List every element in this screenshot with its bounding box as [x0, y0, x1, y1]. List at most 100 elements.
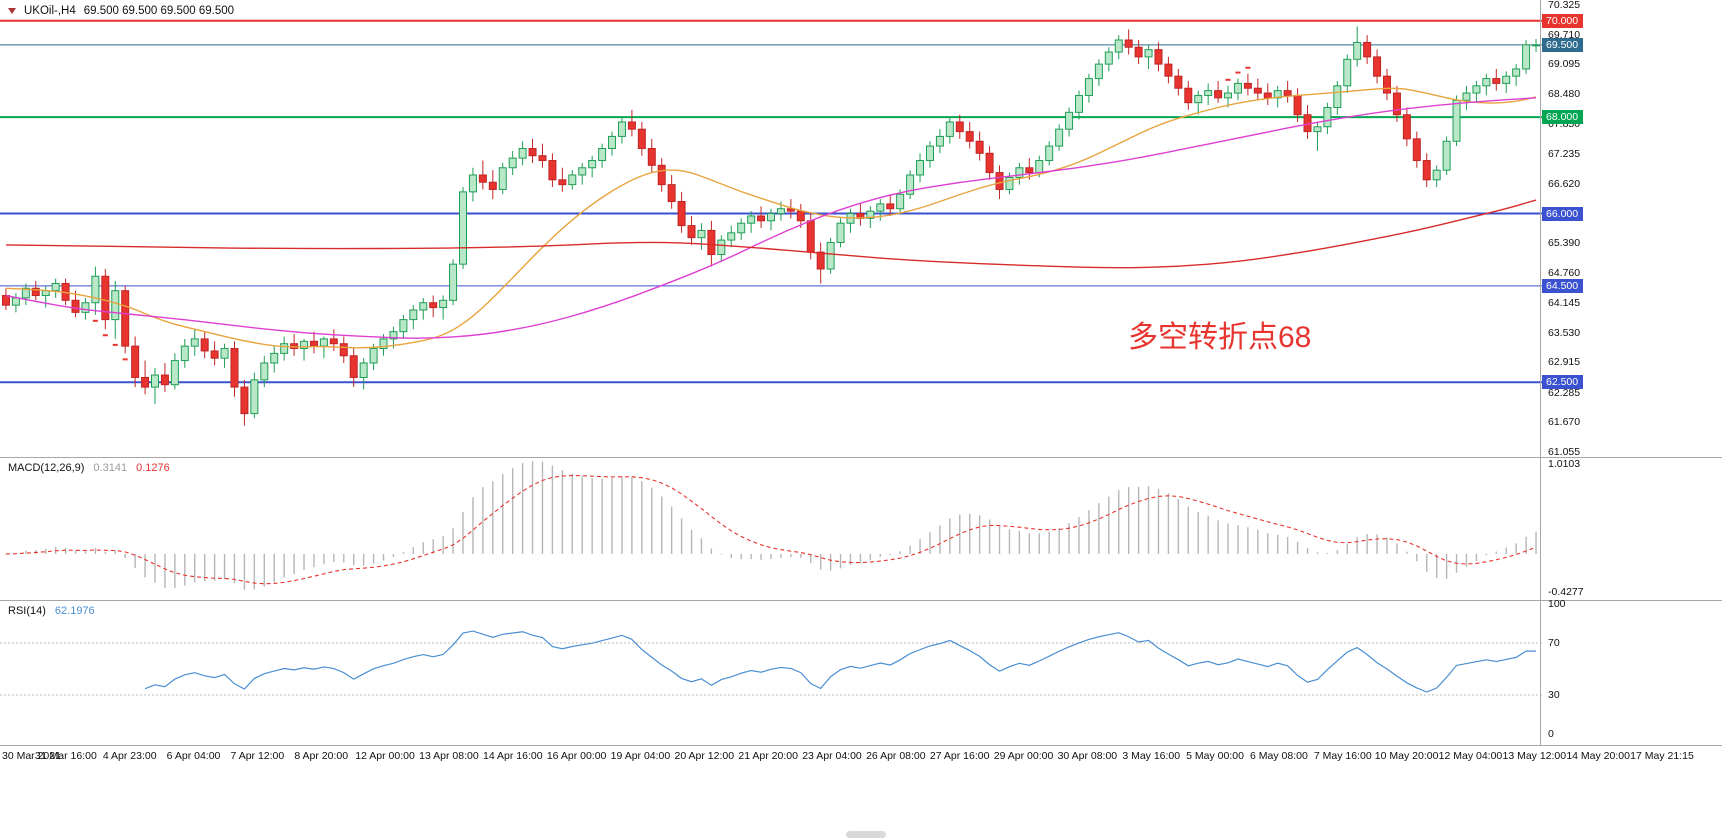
candle-body — [1432, 169, 1441, 181]
time-label: 30 Mar 2021 — [2, 750, 61, 762]
candle-body — [1402, 114, 1411, 140]
candle-body — [826, 241, 835, 270]
rsi-line — [144, 630, 1537, 693]
candle-body — [1343, 58, 1352, 87]
candle-body — [945, 121, 954, 137]
candle-body — [200, 338, 209, 352]
candle-body — [1, 295, 10, 306]
candle-body — [1114, 39, 1123, 53]
candle-body — [995, 172, 1004, 190]
price-tick: 67.235 — [1548, 148, 1581, 161]
horizontal-scrollbar-thumb[interactable] — [846, 831, 886, 838]
candle-body — [1094, 63, 1103, 80]
price-tick: 69.095 — [1548, 58, 1581, 71]
rsi-panel-canvas[interactable] — [0, 601, 1543, 745]
candle-body — [240, 386, 249, 415]
candle-body — [1174, 75, 1183, 89]
candle-body — [1323, 107, 1332, 128]
candle-body — [71, 299, 80, 313]
macd-main-value: 0.3141 — [93, 462, 128, 474]
candle-body — [51, 282, 60, 292]
panel-separator — [0, 745, 1722, 746]
candle-body — [965, 131, 974, 142]
candle-body — [1502, 75, 1511, 84]
candle-body — [1482, 78, 1491, 87]
time-axis[interactable]: 30 Mar 2021 31 Mar 16:00 4 Apr 23:00 6 Apr … — [0, 746, 1722, 768]
time-label: 13 May 12:00 — [1502, 750, 1567, 762]
candle-body — [776, 208, 785, 215]
candle-body — [121, 290, 130, 347]
time-label: 21 Apr 20:00 — [738, 750, 798, 762]
candle-body — [538, 155, 547, 162]
candle-body — [1224, 92, 1233, 99]
candle-body — [379, 338, 388, 350]
candle-body — [1144, 49, 1153, 58]
candle-body — [647, 147, 656, 166]
candle-body — [210, 350, 219, 359]
time-label: 29 Apr 00:00 — [993, 750, 1054, 762]
candle-body — [1124, 39, 1133, 48]
candle-body — [1373, 56, 1382, 77]
candle-body — [270, 352, 279, 364]
candle-body — [1492, 78, 1501, 84]
price-tick: 64.760 — [1548, 267, 1581, 280]
candle-body — [1015, 167, 1024, 178]
candle-body — [1075, 94, 1083, 113]
candle-body — [975, 140, 984, 154]
candle-body — [677, 201, 686, 227]
candle-body — [767, 213, 775, 222]
candle-body — [1512, 68, 1521, 77]
macd-panel-canvas[interactable] — [0, 458, 1543, 600]
candle-body — [1392, 92, 1401, 116]
chart-annotation-text[interactable]: 多空转折点68 — [1128, 321, 1312, 354]
candle-body — [1522, 44, 1531, 70]
time-label: 3 May 16:00 — [1122, 750, 1181, 762]
candle-body — [1084, 78, 1093, 96]
candle-body — [1353, 41, 1362, 60]
candle-body — [81, 302, 90, 313]
candle-body — [409, 309, 418, 321]
candle-body — [757, 215, 766, 222]
candle-body — [876, 203, 885, 212]
candle-body — [449, 263, 458, 301]
candle-body — [786, 208, 795, 212]
price-tick: 69.710 — [1548, 28, 1581, 41]
price-badge: 66.000 — [1542, 206, 1584, 221]
candle-body — [896, 193, 905, 210]
time-label: 12 Apr 00:00 — [355, 750, 415, 762]
candle-body — [101, 275, 110, 321]
candle-body — [339, 343, 348, 357]
candle-body — [1532, 44, 1541, 47]
price-chart-canvas[interactable] — [0, 0, 1543, 457]
macd-axis-max: 1.0103 — [1548, 458, 1581, 470]
time-label: 31 Mar 16:00 — [34, 750, 97, 762]
candle-body — [478, 174, 487, 183]
candle-body — [1263, 92, 1272, 99]
candle-body — [41, 290, 50, 297]
price-tick: 61.055 — [1548, 445, 1581, 458]
panel-separator[interactable] — [0, 600, 1722, 601]
candle-body — [419, 302, 428, 311]
time-label: 19 Apr 04:00 — [610, 750, 671, 762]
time-label: 13 Apr 08:00 — [419, 750, 479, 762]
candle-body — [1214, 90, 1223, 99]
panel-separator[interactable] — [0, 457, 1722, 458]
candle-body — [319, 338, 328, 347]
price-tick: 70.325 — [1548, 0, 1581, 12]
ma-slow-red — [5, 199, 1537, 269]
candle-body — [1253, 87, 1262, 94]
candle-body — [459, 191, 467, 265]
candle-body — [91, 275, 100, 304]
price-axis[interactable]: 70.325 69.710 69.095 68.480 67.850 67.235 66.6… — [1541, 0, 1722, 745]
candle-body — [1363, 41, 1372, 58]
time-label: 5 May 00:00 — [1186, 750, 1244, 762]
ma-fast-orange — [5, 87, 1537, 349]
candle-body — [488, 181, 497, 190]
price-tick: 62.915 — [1548, 356, 1581, 369]
rsi-axis-label: 100 — [1548, 598, 1566, 610]
price-badge: 69.500 — [1542, 37, 1584, 52]
candle-body — [1293, 94, 1302, 116]
rsi-name: RSI(14) — [8, 605, 46, 617]
ohlc-values: 69.500 69.500 69.500 69.500 — [83, 5, 235, 17]
candle-body — [1025, 167, 1034, 174]
